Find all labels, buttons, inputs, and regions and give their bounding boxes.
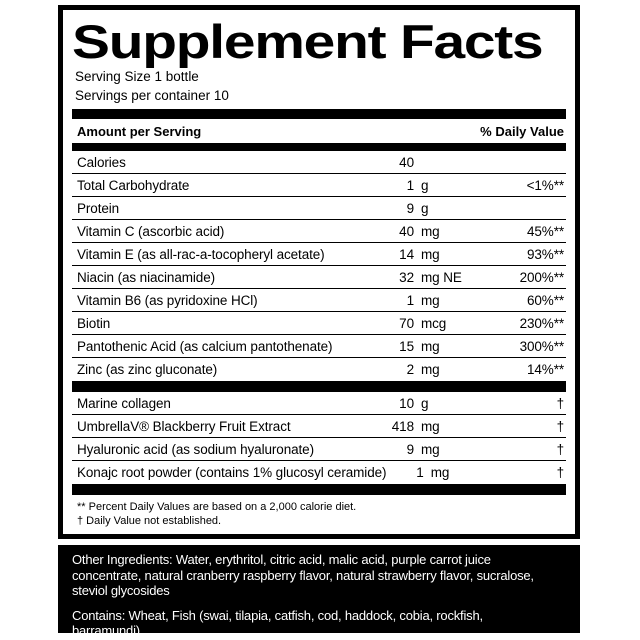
nutrient-daily-value: † [556,465,565,480]
ingredients-panel: Other Ingredients: Water, erythritol, ci… [58,545,580,638]
nutrient-row: Total Carbohydrate 1 g <1%** [72,174,566,197]
nutrient-name: Niacin (as niacinamide) [77,269,216,285]
thick-rule [72,484,566,495]
nutrient-row: Calories 40 [72,151,566,174]
text-line: steviol glycosides [72,583,170,598]
nutrient-row: UmbrellaV® Blackberry Fruit Extract 418 mg… [72,415,566,438]
nutrient-daily-value: † [556,441,565,457]
nutrient-name: Marine collagen [77,395,171,411]
nutrient-amount: 70 [399,315,414,331]
nutrient-row: Vitamin B6 (as pyridoxine HCl) 1 mg 60%** [72,289,566,312]
nutrient-name: Calories [77,154,126,170]
text-line: barramundi) [72,623,140,638]
nutrient-unit: g [421,200,429,216]
nutrient-name: Hyaluronic acid (as sodium hyaluronate) [77,441,314,457]
nutrient-unit: mcg [421,315,447,331]
nutrient-name: UmbrellaV® Blackberry Fruit Extract [77,418,291,434]
nutrient-daily-value: † [556,395,565,411]
header-daily-value: % Daily Value [480,123,564,139]
nutrient-daily-value: 60%** [526,292,564,308]
nutrient-amount: 2 [406,362,415,377]
nutrient-row: Marine collagen 10 g † [72,392,566,415]
nutrient-unit: mg [421,362,440,377]
nutrient-amount: 10 [399,395,414,411]
footnotes: ** Percent Daily Values are based on a 2… [72,495,566,528]
panel-title: Supplement Facts [72,15,544,68]
nutrient-daily-value: 200%** [519,269,565,285]
nutrient-row: Niacin (as niacinamide) 32 mg NE 200%** [72,266,566,289]
nutrient-unit: g [421,395,429,411]
nutrient-amount: 9 [406,441,415,457]
nutrient-amount: 9 [406,200,415,216]
nutrient-amount: 1 [406,177,415,193]
footnote-daily-values: ** Percent Daily Values are based on a 2… [77,501,357,513]
thick-rule [72,143,566,151]
nutrient-unit: mg [421,223,440,239]
nutrient-daily-value: 45%** [526,223,564,239]
nutrient-table-botanical: Marine collagen 10 g † UmbrellaV® Blackberry… [72,392,566,484]
text-line: concentrate, natural cranberry raspberry… [72,567,534,583]
nutrient-daily-value: 300%** [519,338,565,354]
nutrient-name: Protein [77,200,120,216]
paragraph-gap [72,599,574,608]
nutrient-name: Vitamin C (ascorbic acid) [77,223,225,239]
nutrient-unit: mg [421,418,440,434]
nutrient-name: Biotin [77,315,111,331]
nutrient-row: Konajc root powder (contains 1% glucosyl… [72,461,566,484]
header-amount-per-serving: Amount per Serving [77,123,202,139]
nutrient-row: Zinc (as zinc gluconate) 2 mg 14%** [72,358,566,381]
nutrient-name: Vitamin B6 (as pyridoxine HCl) [77,292,258,308]
contains-allergens-text: Contains: Wheat, Fish (swai, tilapia, ca… [72,608,574,639]
nutrient-amount: 15 [399,338,414,354]
nutrient-name: Zinc (as zinc gluconate) [77,362,218,377]
nutrient-row: Protein 9 g [72,197,566,220]
nutrient-row: Hyaluronic acid (as sodium hyaluronate) 9… [72,438,566,461]
nutrient-unit: mg [421,292,440,308]
nutrient-name: Total Carbohydrate [77,177,190,193]
text-line: Contains: Wheat, Fish (swai, tilapia, ca… [72,607,483,623]
serving-size: Serving Size 1 bottle [75,69,199,84]
nutrient-row: Vitamin E (as all-rac-a-tocopheryl aceta… [72,243,566,266]
nutrient-daily-value: 93%** [526,246,564,262]
table-header-row: Amount per Serving % Daily Value [72,119,566,143]
supplement-facts-panel: Supplement Facts Serving Size 1 bottle S… [58,5,580,539]
nutrient-amount: 14 [399,246,414,262]
servings-per-container: Servings per container 10 [75,88,229,103]
nutrient-row: Pantothenic Acid (as calcium pantothenat… [72,335,566,358]
nutrient-unit: mg [430,465,450,480]
nutrient-unit: g [421,177,429,193]
nutrient-unit: mg [421,246,440,262]
nutrient-amount: 1 [416,465,424,480]
nutrient-name: Vitamin E (as all-rac-a-tocopheryl aceta… [77,246,325,262]
thick-rule [72,109,566,119]
nutrient-daily-value: 14%** [526,362,564,377]
nutrient-amount: 40 [399,154,414,170]
thick-rule [72,381,566,392]
nutrient-amount: 40 [399,223,414,239]
nutrient-name: Pantothenic Acid (as calcium pantothenat… [77,338,333,354]
nutrient-amount: 1 [406,292,415,308]
nutrient-table-main: Calories 40 Total Carbohydrate 1 g <1%** Prote… [72,151,566,381]
nutrient-row: Biotin 70 mcg 230%** [72,312,566,335]
nutrient-unit: mg [421,441,440,457]
other-ingredients-text: Other Ingredients: Water, erythritol, ci… [72,552,574,599]
nutrient-daily-value: <1%** [526,177,565,193]
footnote-not-established: † Daily Value not established. [77,515,222,527]
text-line: Other Ingredients: Water, erythritol, ci… [72,552,491,567]
nutrient-amount: 32 [399,269,414,285]
nutrient-name: Konajc root powder (contains 1% glucosyl… [77,465,387,480]
nutrient-row: Vitamin C (ascorbic acid) 40 mg 45%** [72,220,566,243]
nutrient-daily-value: 230%** [519,315,565,331]
nutrient-daily-value: † [556,418,565,434]
nutrient-amount: 418 [391,418,414,434]
nutrient-unit: mg NE [421,269,462,285]
nutrient-unit: mg [421,338,440,354]
